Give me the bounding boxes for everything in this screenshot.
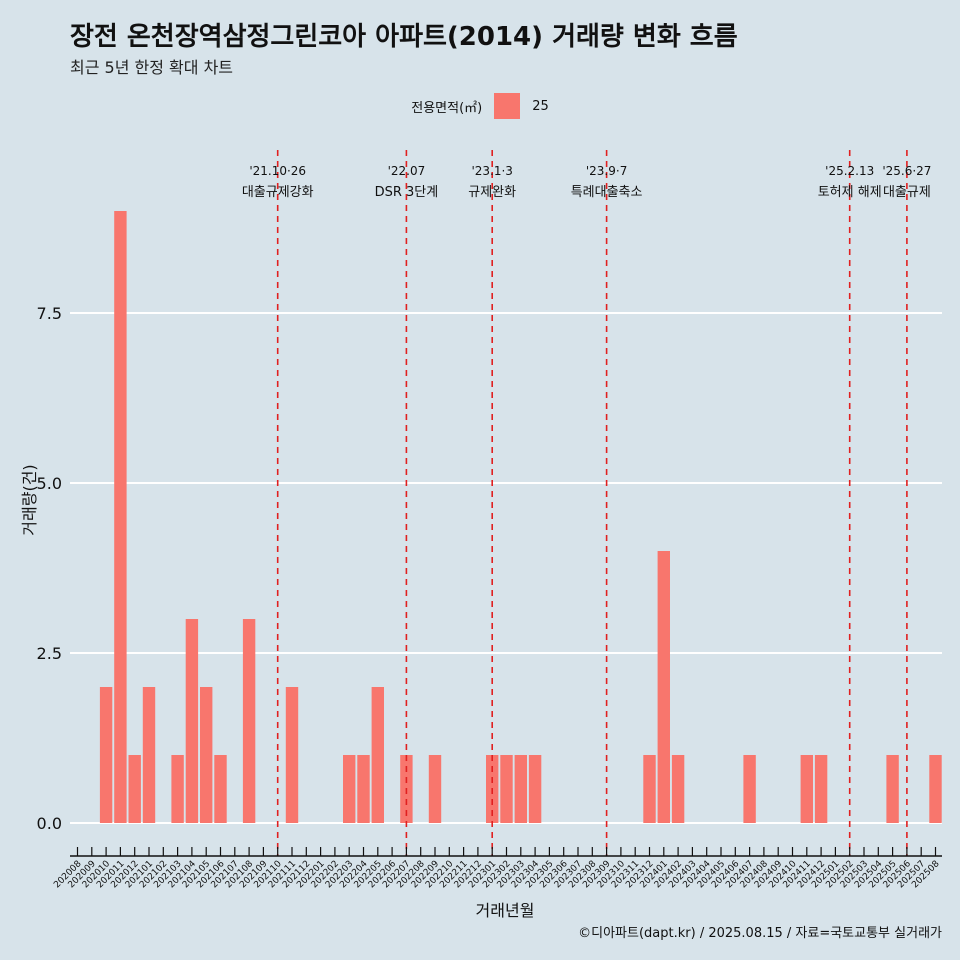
y-tick-label: 5.0 bbox=[37, 474, 62, 493]
policy-marker-label: 특례대출축소 bbox=[571, 185, 643, 200]
bar bbox=[500, 755, 513, 823]
bar bbox=[357, 755, 370, 823]
bar bbox=[514, 755, 527, 823]
bar bbox=[657, 551, 670, 823]
bar bbox=[528, 755, 542, 823]
bar bbox=[200, 687, 213, 823]
bar bbox=[171, 755, 184, 823]
bar bbox=[242, 619, 256, 823]
bar bbox=[114, 211, 127, 823]
policy-marker-date: '23.9·7 bbox=[586, 164, 627, 178]
y-tick-label: 2.5 bbox=[37, 644, 62, 663]
bar bbox=[142, 687, 156, 823]
legend: 전용면적(㎡) 25 bbox=[0, 93, 960, 119]
bar bbox=[371, 687, 384, 823]
bar bbox=[814, 755, 828, 823]
bar bbox=[929, 755, 942, 823]
policy-marker-date: '25.2.13 bbox=[825, 164, 874, 178]
policy-marker-date: '23.1·3 bbox=[471, 164, 512, 178]
bar bbox=[99, 687, 113, 823]
caption: ©디아파트(dapt.kr) / 2025.08.15 / 자료=국토교통부 실… bbox=[578, 926, 942, 941]
policy-marker-label: 토허제 해제 bbox=[818, 185, 882, 200]
policy-marker-label: 대출규제강화 bbox=[242, 185, 314, 200]
bar bbox=[285, 687, 299, 823]
bar bbox=[671, 755, 685, 823]
legend-title: 전용면적(㎡) bbox=[411, 100, 483, 116]
bar bbox=[185, 619, 199, 823]
policy-marker-date: '22.07 bbox=[388, 164, 426, 178]
bar bbox=[743, 755, 756, 823]
policy-marker-label: DSR 3단계 bbox=[375, 185, 439, 200]
bar bbox=[214, 755, 227, 823]
legend-swatch bbox=[494, 93, 521, 119]
legend-label: 25 bbox=[532, 98, 549, 114]
chart-subtitle: 최근 5년 한정 확대 차트 bbox=[70, 58, 234, 77]
bar bbox=[343, 755, 356, 823]
bar bbox=[886, 755, 899, 823]
policy-marker-label: 규제완화 bbox=[468, 185, 516, 200]
y-tick-label: 7.5 bbox=[37, 304, 62, 323]
y-axis-label: 거래량(건) bbox=[20, 464, 39, 536]
y-tick-label: 0.0 bbox=[37, 814, 62, 833]
x-axis-label: 거래년월 bbox=[475, 901, 535, 920]
policy-marker-date: '21.10·26 bbox=[249, 164, 306, 178]
bar bbox=[800, 755, 813, 823]
policy-marker-label: 대출규제 bbox=[883, 185, 931, 200]
chart-title: 장전 온천장역삼정그린코아 아파트(2014) 거래량 변화 흐름 bbox=[70, 22, 738, 52]
policy-marker-date: '25.6·27 bbox=[882, 164, 931, 178]
bar bbox=[643, 755, 656, 823]
bar bbox=[428, 755, 442, 823]
bar bbox=[128, 755, 141, 823]
